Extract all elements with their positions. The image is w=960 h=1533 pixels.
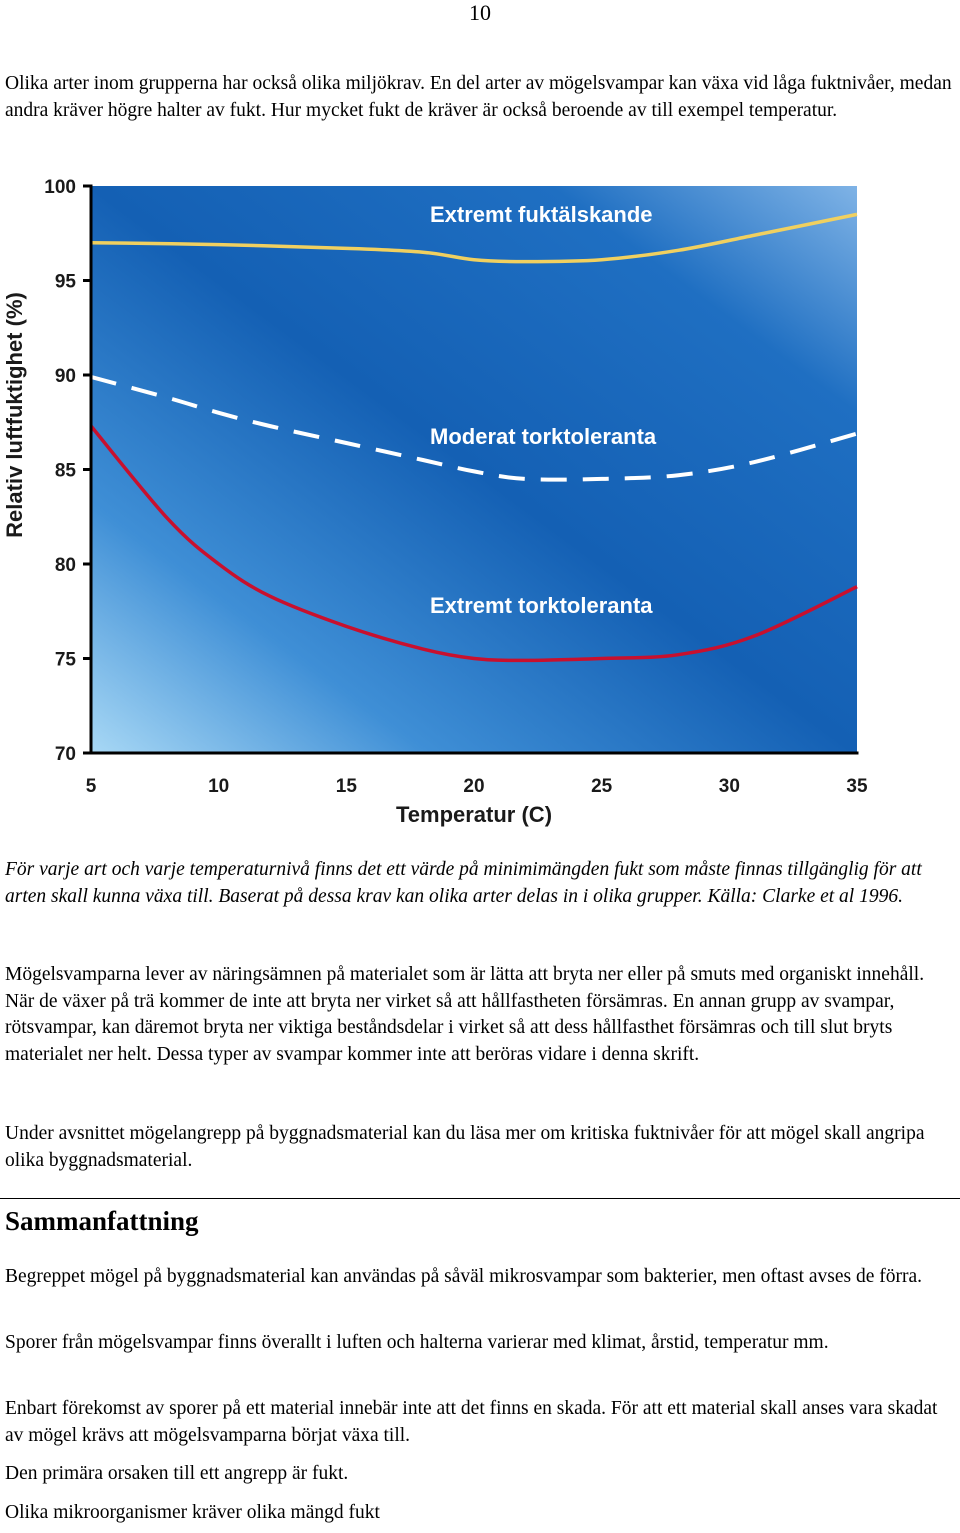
x-tick-label: 35 <box>846 776 868 797</box>
x-tick-label: 5 <box>86 776 97 797</box>
x-tick-label: 25 <box>591 776 613 797</box>
y-tick-label: 80 <box>55 555 76 576</box>
y-tick-label: 70 <box>55 744 76 765</box>
humidity-temperature-chart: Extremt fuktälskande Moderat torktolerant… <box>0 170 960 835</box>
series-line-moderat-torktoleranta <box>90 374 858 482</box>
chart-svg: Extremt fuktälskande Moderat torktolerant… <box>2 177 868 827</box>
x-tick-label: 15 <box>336 776 358 797</box>
y-tick-label: 75 <box>55 650 77 671</box>
series-line-extremt-torktoleranta <box>89 424 858 663</box>
body-paragraph-2: Under avsnittet mögelangrepp på byggnads… <box>5 1123 925 1171</box>
series-label-extremt-fuktalskande: Extremt fuktälskande <box>430 202 653 227</box>
summary-heading: Sammanfattning <box>5 1206 199 1236</box>
series-label-extremt-torktoleranta: Extremt torktoleranta <box>430 593 653 618</box>
series-line-extremt-fuktalskande <box>90 212 858 264</box>
y-tick-label: 85 <box>55 461 77 482</box>
x-tick-label: 20 <box>463 776 484 797</box>
y-axis-label: Relativ luftfuktighet (%) <box>2 292 27 538</box>
x-tick-label: 10 <box>208 776 229 797</box>
intro-paragraph: Olika arter inom grupperna har också oli… <box>5 73 952 121</box>
x-axis-label: Temperatur (C) <box>396 802 552 827</box>
section-divider <box>0 1198 960 1199</box>
summary-paragraph-2: Sporer från mögelsvampar finns överallt … <box>5 1332 829 1353</box>
x-tick-label: 30 <box>719 776 740 797</box>
figure-caption: För varje art och varje temperaturnivå f… <box>5 859 922 907</box>
body-paragraph-1: Mögelsvamparna lever av näringsämnen på … <box>5 964 925 1065</box>
y-tick-label: 90 <box>55 366 76 387</box>
y-tick-label: 100 <box>44 177 76 198</box>
series-label-moderat-torktoleranta: Moderat torktoleranta <box>430 424 657 449</box>
summary-paragraph-4: Den primära orsaken till ett angrepp är … <box>5 1463 349 1484</box>
summary-paragraph-1: Begreppet mögel på byggnadsmaterial kan … <box>5 1266 923 1287</box>
page-number: 10 <box>469 0 491 25</box>
summary-paragraph-5: Olika mikroorganismer kräver olika mängd… <box>5 1502 380 1523</box>
summary-paragraph-3: Enbart förekomst av sporer på ett materi… <box>5 1398 938 1446</box>
y-tick-label: 95 <box>55 272 77 293</box>
